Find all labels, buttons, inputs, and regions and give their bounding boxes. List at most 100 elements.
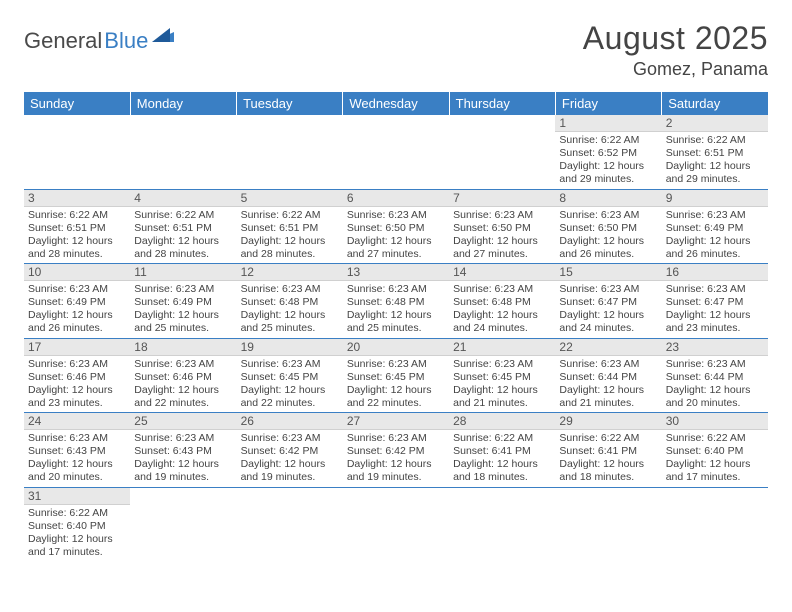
calendar-table: Sunday Monday Tuesday Wednesday Thursday… bbox=[24, 92, 768, 561]
sunrise-line: Sunrise: 6:22 AM bbox=[666, 432, 764, 445]
sunset-line: Sunset: 6:50 PM bbox=[347, 222, 445, 235]
day-number: 17 bbox=[24, 339, 130, 356]
calendar-cell: 31Sunrise: 6:22 AMSunset: 6:40 PMDayligh… bbox=[24, 487, 130, 561]
day-number: 16 bbox=[662, 264, 768, 281]
calendar-cell: 9Sunrise: 6:23 AMSunset: 6:49 PMDaylight… bbox=[662, 189, 768, 264]
calendar-row: 3Sunrise: 6:22 AMSunset: 6:51 PMDaylight… bbox=[24, 189, 768, 264]
calendar-cell: 24Sunrise: 6:23 AMSunset: 6:43 PMDayligh… bbox=[24, 413, 130, 488]
day-number: 26 bbox=[237, 413, 343, 430]
sunset-line: Sunset: 6:41 PM bbox=[453, 445, 551, 458]
sunset-line: Sunset: 6:49 PM bbox=[666, 222, 764, 235]
day-data: Sunrise: 6:22 AMSunset: 6:51 PMDaylight:… bbox=[662, 132, 768, 189]
day-data: Sunrise: 6:22 AMSunset: 6:51 PMDaylight:… bbox=[130, 207, 236, 264]
day-number: 30 bbox=[662, 413, 768, 430]
sunrise-line: Sunrise: 6:23 AM bbox=[453, 283, 551, 296]
calendar-cell: 13Sunrise: 6:23 AMSunset: 6:48 PMDayligh… bbox=[343, 264, 449, 339]
weekday-header: Wednesday bbox=[343, 92, 449, 115]
day-data: Sunrise: 6:23 AMSunset: 6:43 PMDaylight:… bbox=[130, 430, 236, 487]
day-number: 27 bbox=[343, 413, 449, 430]
calendar-cell: 22Sunrise: 6:23 AMSunset: 6:44 PMDayligh… bbox=[555, 338, 661, 413]
daylight-line: Daylight: 12 hours and 22 minutes. bbox=[347, 384, 445, 410]
calendar-cell: 25Sunrise: 6:23 AMSunset: 6:43 PMDayligh… bbox=[130, 413, 236, 488]
calendar-cell: 16Sunrise: 6:23 AMSunset: 6:47 PMDayligh… bbox=[662, 264, 768, 339]
day-number: 23 bbox=[662, 339, 768, 356]
sunset-line: Sunset: 6:52 PM bbox=[559, 147, 657, 160]
sunrise-line: Sunrise: 6:22 AM bbox=[666, 134, 764, 147]
day-data: Sunrise: 6:23 AMSunset: 6:50 PMDaylight:… bbox=[449, 207, 555, 264]
daylight-line: Daylight: 12 hours and 24 minutes. bbox=[559, 309, 657, 335]
day-data: Sunrise: 6:23 AMSunset: 6:50 PMDaylight:… bbox=[343, 207, 449, 264]
calendar-cell bbox=[130, 487, 236, 561]
location: Gomez, Panama bbox=[583, 59, 768, 80]
sunset-line: Sunset: 6:46 PM bbox=[134, 371, 232, 384]
calendar-cell: 6Sunrise: 6:23 AMSunset: 6:50 PMDaylight… bbox=[343, 189, 449, 264]
daylight-line: Daylight: 12 hours and 17 minutes. bbox=[666, 458, 764, 484]
daylight-line: Daylight: 12 hours and 25 minutes. bbox=[347, 309, 445, 335]
sunset-line: Sunset: 6:50 PM bbox=[559, 222, 657, 235]
day-number: 14 bbox=[449, 264, 555, 281]
sunrise-line: Sunrise: 6:23 AM bbox=[666, 358, 764, 371]
sunrise-line: Sunrise: 6:22 AM bbox=[28, 507, 126, 520]
brand-part1: General bbox=[24, 28, 102, 54]
day-number: 8 bbox=[555, 190, 661, 207]
calendar-cell: 15Sunrise: 6:23 AMSunset: 6:47 PMDayligh… bbox=[555, 264, 661, 339]
day-number: 13 bbox=[343, 264, 449, 281]
sunset-line: Sunset: 6:43 PM bbox=[28, 445, 126, 458]
header: General Blue August 2025 Gomez, Panama bbox=[24, 20, 768, 80]
sunrise-line: Sunrise: 6:22 AM bbox=[559, 432, 657, 445]
daylight-line: Daylight: 12 hours and 25 minutes. bbox=[241, 309, 339, 335]
sunset-line: Sunset: 6:45 PM bbox=[241, 371, 339, 384]
day-data: Sunrise: 6:23 AMSunset: 6:47 PMDaylight:… bbox=[555, 281, 661, 338]
day-number: 10 bbox=[24, 264, 130, 281]
sunset-line: Sunset: 6:42 PM bbox=[347, 445, 445, 458]
day-data: Sunrise: 6:23 AMSunset: 6:42 PMDaylight:… bbox=[343, 430, 449, 487]
sunset-line: Sunset: 6:47 PM bbox=[666, 296, 764, 309]
day-number: 6 bbox=[343, 190, 449, 207]
daylight-line: Daylight: 12 hours and 26 minutes. bbox=[666, 235, 764, 261]
calendar-cell: 3Sunrise: 6:22 AMSunset: 6:51 PMDaylight… bbox=[24, 189, 130, 264]
daylight-line: Daylight: 12 hours and 19 minutes. bbox=[134, 458, 232, 484]
sunset-line: Sunset: 6:47 PM bbox=[559, 296, 657, 309]
calendar-cell bbox=[555, 487, 661, 561]
calendar-row: 31Sunrise: 6:22 AMSunset: 6:40 PMDayligh… bbox=[24, 487, 768, 561]
sunrise-line: Sunrise: 6:23 AM bbox=[347, 209, 445, 222]
sunrise-line: Sunrise: 6:23 AM bbox=[453, 358, 551, 371]
day-data: Sunrise: 6:22 AMSunset: 6:41 PMDaylight:… bbox=[449, 430, 555, 487]
day-data: Sunrise: 6:23 AMSunset: 6:45 PMDaylight:… bbox=[449, 356, 555, 413]
day-number: 5 bbox=[237, 190, 343, 207]
sunset-line: Sunset: 6:48 PM bbox=[241, 296, 339, 309]
weekday-header: Thursday bbox=[449, 92, 555, 115]
sunset-line: Sunset: 6:51 PM bbox=[134, 222, 232, 235]
sunrise-line: Sunrise: 6:23 AM bbox=[559, 209, 657, 222]
calendar-cell bbox=[24, 115, 130, 189]
day-data: Sunrise: 6:22 AMSunset: 6:51 PMDaylight:… bbox=[24, 207, 130, 264]
day-number: 25 bbox=[130, 413, 236, 430]
day-number: 31 bbox=[24, 488, 130, 505]
sunrise-line: Sunrise: 6:23 AM bbox=[666, 283, 764, 296]
daylight-line: Daylight: 12 hours and 22 minutes. bbox=[134, 384, 232, 410]
daylight-line: Daylight: 12 hours and 29 minutes. bbox=[559, 160, 657, 186]
sunset-line: Sunset: 6:46 PM bbox=[28, 371, 126, 384]
day-data: Sunrise: 6:23 AMSunset: 6:45 PMDaylight:… bbox=[343, 356, 449, 413]
sunrise-line: Sunrise: 6:23 AM bbox=[28, 283, 126, 296]
day-number: 4 bbox=[130, 190, 236, 207]
day-number: 20 bbox=[343, 339, 449, 356]
daylight-line: Daylight: 12 hours and 23 minutes. bbox=[28, 384, 126, 410]
daylight-line: Daylight: 12 hours and 22 minutes. bbox=[241, 384, 339, 410]
calendar-cell: 21Sunrise: 6:23 AMSunset: 6:45 PMDayligh… bbox=[449, 338, 555, 413]
calendar-cell bbox=[130, 115, 236, 189]
calendar-cell: 14Sunrise: 6:23 AMSunset: 6:48 PMDayligh… bbox=[449, 264, 555, 339]
sunrise-line: Sunrise: 6:22 AM bbox=[134, 209, 232, 222]
calendar-row: 24Sunrise: 6:23 AMSunset: 6:43 PMDayligh… bbox=[24, 413, 768, 488]
day-number: 2 bbox=[662, 115, 768, 132]
calendar-cell bbox=[343, 115, 449, 189]
daylight-line: Daylight: 12 hours and 19 minutes. bbox=[347, 458, 445, 484]
month-title: August 2025 bbox=[583, 20, 768, 57]
sunrise-line: Sunrise: 6:23 AM bbox=[347, 283, 445, 296]
calendar-cell: 4Sunrise: 6:22 AMSunset: 6:51 PMDaylight… bbox=[130, 189, 236, 264]
daylight-line: Daylight: 12 hours and 29 minutes. bbox=[666, 160, 764, 186]
day-data: Sunrise: 6:23 AMSunset: 6:44 PMDaylight:… bbox=[662, 356, 768, 413]
day-number: 24 bbox=[24, 413, 130, 430]
calendar-row: 10Sunrise: 6:23 AMSunset: 6:49 PMDayligh… bbox=[24, 264, 768, 339]
sunset-line: Sunset: 6:40 PM bbox=[666, 445, 764, 458]
